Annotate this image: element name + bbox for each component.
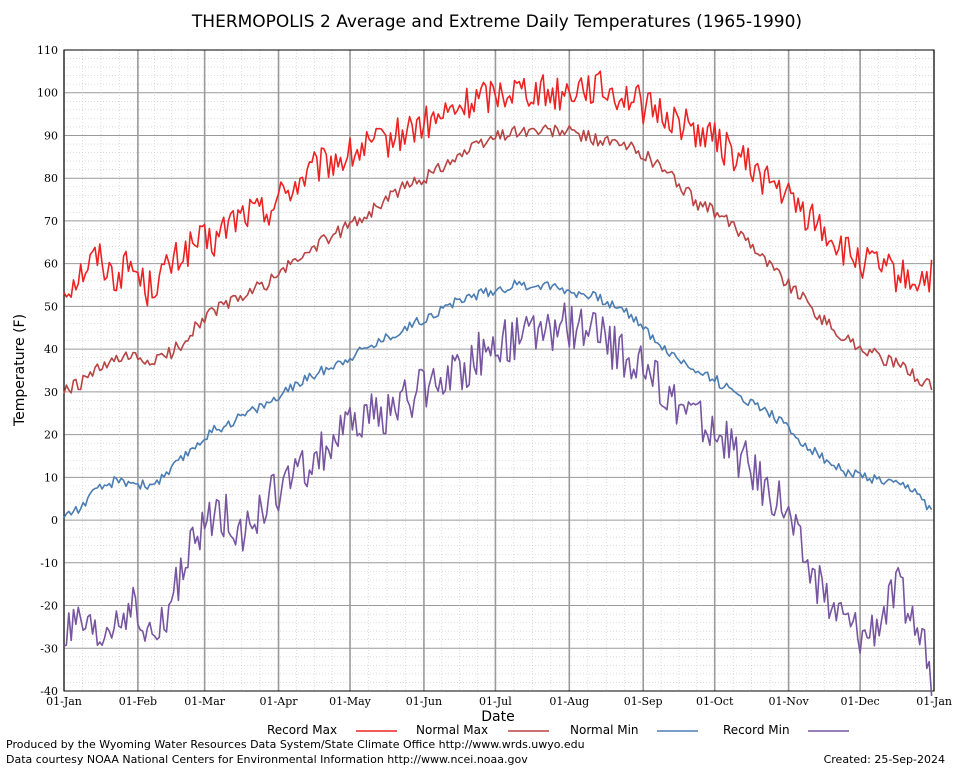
y-tick-label: -30 bbox=[40, 642, 58, 655]
y-tick-label: -40 bbox=[40, 685, 58, 698]
legend-item-record-min: Record Min bbox=[723, 723, 849, 737]
legend: Record Max Normal Max Normal Min Record … bbox=[267, 723, 849, 737]
legend-item-normal-min: Normal Min bbox=[570, 723, 698, 737]
y-tick-label: 40 bbox=[44, 343, 58, 356]
x-tick-label: 01-Jan bbox=[46, 695, 82, 708]
footer-producer: Produced by the Wyoming Water Resources … bbox=[6, 738, 585, 751]
x-tick-label: 01-Dec bbox=[841, 695, 880, 708]
y-tick-label: 100 bbox=[37, 87, 58, 100]
y-tick-label: 10 bbox=[44, 471, 58, 484]
x-axis-label: Date bbox=[481, 709, 514, 725]
footer-created: Created: 25-Sep-2024 bbox=[824, 753, 945, 766]
y-tick-label: -10 bbox=[40, 557, 58, 570]
plot-frame bbox=[63, 49, 935, 692]
x-axis: 01-Jan 01-Feb 01-Mar 01-Apr 01-May 01-Jun 01-J… bbox=[46, 695, 952, 708]
legend-label: Normal Min bbox=[570, 723, 639, 737]
y-tick-label: 80 bbox=[44, 172, 58, 185]
grid bbox=[63, 49, 935, 692]
x-tick-label: 01-May bbox=[329, 695, 372, 708]
x-tick-label: 01-Oct bbox=[696, 695, 734, 708]
x-tick-label: 01-Aug bbox=[549, 695, 589, 708]
series-lines bbox=[63, 70, 933, 696]
x-tick-label: 01-Mar bbox=[184, 695, 226, 708]
y-tick-label: 60 bbox=[44, 258, 58, 271]
chart-title: THERMOPOLIS 2 Average and Extreme Daily … bbox=[191, 12, 802, 32]
legend-label: Record Min bbox=[723, 723, 790, 737]
y-tick-label: 0 bbox=[51, 514, 58, 527]
y-tick-label: 50 bbox=[44, 300, 58, 313]
legend-label: Normal Max bbox=[416, 723, 488, 737]
series-line-record-max bbox=[63, 70, 933, 307]
x-tick-label: 01-Jul bbox=[479, 695, 512, 708]
footer-data-source: Data courtesy NOAA National Centers for … bbox=[6, 753, 528, 766]
y-tick-label: 110 bbox=[37, 44, 58, 57]
y-tick-label: -20 bbox=[40, 600, 58, 613]
x-tick-label: 01-Apr bbox=[260, 695, 299, 708]
y-tick-label: 70 bbox=[44, 215, 58, 228]
y-axis-label: Temperature (F) bbox=[12, 314, 28, 427]
series-line-record-min bbox=[63, 302, 933, 696]
series-line-normal-min bbox=[63, 279, 933, 519]
y-tick-label: 90 bbox=[44, 129, 58, 142]
x-tick-label: 01-Jun bbox=[406, 695, 442, 708]
x-tick-label: 01-Sep bbox=[624, 695, 663, 708]
y-tick-label: 30 bbox=[44, 386, 58, 399]
y-tick-label: 20 bbox=[44, 429, 58, 442]
legend-item-record-max: Record Max bbox=[267, 723, 397, 737]
legend-label: Record Max bbox=[267, 723, 337, 737]
x-tick-label: 01-Nov bbox=[769, 695, 810, 708]
legend-item-normal-max: Normal Max bbox=[416, 723, 549, 737]
x-tick-label: 01-Jan bbox=[916, 695, 952, 708]
x-tick-label: 01-Feb bbox=[119, 695, 157, 708]
series-line-normal-max bbox=[63, 124, 933, 394]
